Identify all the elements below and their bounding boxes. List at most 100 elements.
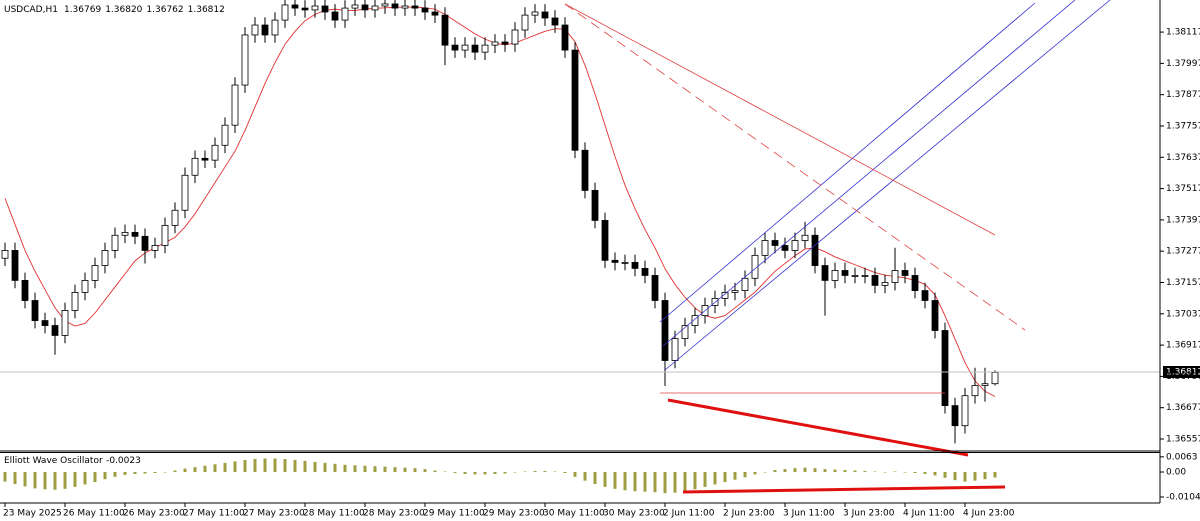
oscillator-bar — [763, 471, 767, 473]
oscillator-header: Elliott Wave Oscillator -0.0023 — [4, 456, 141, 466]
oscillator-bar — [593, 471, 597, 485]
candle-body — [941, 330, 949, 407]
candle-body — [391, 3, 399, 9]
x-tick-label: 2 Jun 11:00 — [663, 509, 715, 519]
oscillator-title: Elliott Wave Oscillator — [4, 456, 103, 466]
channel-line — [664, 0, 1111, 371]
oscillator-bar — [233, 461, 237, 472]
candle-body — [301, 7, 309, 11]
x-tick-label: 27 May 23:00 — [243, 509, 305, 519]
y-tick-label: -0.0104 — [1166, 492, 1200, 502]
y-tick-label: 1.37877 — [1166, 90, 1200, 100]
oscillator-bar — [223, 462, 227, 472]
x-tick-label: 3 Jun 23:00 — [843, 509, 895, 519]
oscillator-bar — [953, 471, 957, 481]
candle-body — [691, 315, 699, 326]
candle-body — [541, 11, 549, 19]
oscillator-bar — [963, 471, 967, 482]
oscillator-bar — [933, 471, 937, 476]
candle-body — [751, 254, 759, 279]
oscillator-bar — [103, 471, 107, 480]
candle-body — [411, 5, 419, 9]
candle-body — [141, 235, 149, 251]
candle-body — [551, 17, 559, 26]
oscillator-bar — [693, 471, 697, 490]
x-tick-label: 30 May 23:00 — [603, 509, 665, 519]
oscillator-bar — [343, 464, 347, 472]
candle-body — [771, 240, 779, 246]
candle-body — [851, 275, 859, 277]
candle-body — [521, 14, 529, 31]
oscillator-bar — [863, 471, 867, 472]
candle-body — [801, 234, 809, 241]
oscillator-bar — [303, 460, 307, 472]
candle-body — [631, 262, 639, 269]
oscillator-bar — [113, 471, 117, 477]
oscillator-bar — [553, 471, 557, 473]
trend-line — [564, 3, 996, 236]
candle-body — [81, 280, 89, 293]
y-tick-label: 1.37997 — [1166, 59, 1200, 69]
oscillator-bar — [73, 471, 77, 487]
oscillator-bar — [273, 458, 277, 472]
oscillator-bar — [333, 463, 337, 472]
y-tick-label: 1.38117 — [1166, 28, 1200, 38]
candle-body — [41, 320, 49, 326]
candle-body — [971, 385, 979, 397]
oscillator-bar — [413, 468, 417, 472]
oscillator-bar — [793, 468, 797, 472]
oscillator-bar — [323, 462, 327, 472]
plot-layer — [1, 0, 999, 494]
oscillator-bar — [913, 471, 917, 473]
x-tick-label: 28 May 11:00 — [303, 509, 365, 519]
candle-body — [151, 245, 159, 251]
x-tick-label: 30 May 11:00 — [543, 509, 605, 519]
candle-body — [681, 325, 689, 339]
x-tick-label: 4 Jun 23:00 — [963, 509, 1015, 519]
oscillator-bar — [713, 471, 717, 485]
close-label: 1.36812 — [188, 5, 225, 15]
candle-body — [381, 3, 389, 7]
chart-header: USDCAD,H1 1.36769 1.36820 1.36762 1.36812 — [4, 5, 225, 15]
oscillator-bar — [453, 471, 457, 473]
candle-body — [821, 265, 829, 281]
y-tick-label: 1.37517 — [1166, 184, 1200, 194]
candle-body — [351, 4, 359, 9]
oscillator-bar — [643, 471, 647, 492]
candle-body — [621, 262, 629, 264]
oscillator-bar — [563, 471, 567, 473]
candle-body — [401, 5, 409, 9]
oscillator-bar — [63, 471, 67, 489]
candle-body — [1, 250, 9, 259]
candle-body — [511, 29, 519, 45]
oscillator-bar — [423, 469, 427, 472]
oscillator-bar — [633, 471, 637, 492]
candle-body — [291, 4, 299, 9]
y-tick-label: 0.0063 — [1166, 452, 1198, 462]
y-tick-label: 1.37277 — [1166, 247, 1200, 257]
oscillator-bar — [753, 471, 757, 475]
candle-body — [311, 5, 319, 11]
candle-body — [451, 44, 459, 51]
candle-body — [431, 11, 439, 16]
candle-body — [831, 270, 839, 281]
oscillator-bar — [213, 464, 217, 472]
candle-body — [11, 250, 19, 281]
y-tick-label: 1.37637 — [1166, 153, 1200, 163]
oscillator-bar — [503, 471, 507, 474]
oscillator-bar — [523, 471, 527, 473]
candle-body — [731, 290, 739, 293]
candle-body — [841, 270, 849, 276]
candle-body — [31, 300, 39, 321]
candle-body — [61, 310, 69, 336]
candle-body — [881, 282, 889, 286]
candle-body — [921, 290, 929, 301]
oscillator-bar — [923, 471, 927, 474]
candle-body — [791, 240, 799, 251]
oscillator-bar — [853, 470, 857, 472]
x-tick-label: 4 Jun 11:00 — [903, 509, 955, 519]
oscillator-bar — [243, 459, 247, 472]
oscillator-bar — [443, 471, 447, 473]
oscillator-bar — [873, 471, 877, 473]
